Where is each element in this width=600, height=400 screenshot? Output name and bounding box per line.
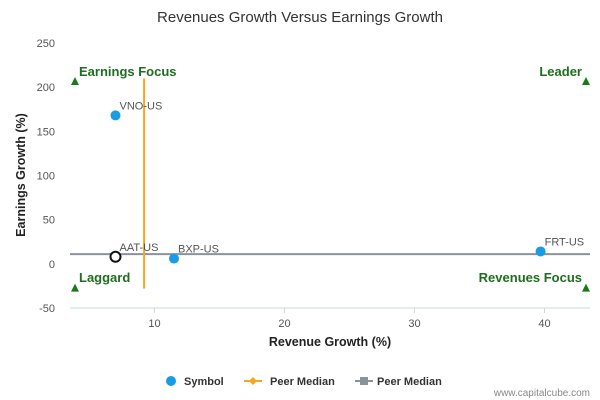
y-tick-label: 150	[37, 126, 55, 138]
y-tick-label: 0	[49, 259, 55, 271]
y-axis: -50 0 50 100 150 200 250	[37, 38, 55, 315]
x-tick-label: 20	[278, 318, 290, 330]
y-tick-label: 100	[37, 171, 55, 183]
data-label-bxp-us: BXP-US	[178, 244, 219, 256]
y-axis-title: Earnings Growth (%)	[14, 113, 28, 237]
quadrant-label-revenues-focus: Revenues Focus	[479, 270, 582, 285]
x-axis: 10 20 30 40	[148, 308, 551, 330]
legend-item-symbol[interactable]: Symbol	[166, 376, 224, 388]
data-point-frt-us	[535, 246, 546, 257]
x-axis-title: Revenue Growth (%)	[269, 335, 391, 349]
data-label-vno-us: VNO-US	[120, 100, 163, 112]
quadrant-top-left-triangle-icon	[71, 76, 79, 85]
chart-title: Revenues Growth Versus Earnings Growth	[157, 9, 443, 26]
legend: Symbol Peer Median Peer Median	[166, 376, 442, 388]
quadrant-label-laggard: Laggard	[79, 270, 130, 285]
quadrant-label-leader: Leader	[539, 64, 582, 79]
data-points: VNO-US AAT-US BXP-US FRT-US	[109, 100, 585, 264]
data-point-vno-us	[110, 110, 121, 121]
legend-circle-icon	[166, 376, 176, 386]
quadrant-markers: Earnings Focus Leader Laggard Revenues Focu…	[71, 64, 590, 292]
legend-item-peer-median-revenue[interactable]: Peer Median	[355, 376, 442, 388]
quadrant-bottom-left-triangle-icon	[71, 283, 79, 292]
legend-label-symbol: Symbol	[184, 376, 224, 388]
data-label-aat-us: AAT-US	[120, 242, 159, 254]
legend-diamond-icon	[249, 377, 257, 385]
y-tick-label: 50	[43, 215, 55, 227]
x-tick-label: 40	[538, 318, 550, 330]
y-tick-label: -50	[39, 303, 55, 315]
data-point-aat-us	[109, 250, 122, 263]
data-point-bxp-us	[169, 253, 179, 264]
data-label-frt-us: FRT-US	[545, 236, 585, 248]
x-tick-label: 30	[408, 318, 420, 330]
legend-label-peer-median-2: Peer Median	[377, 376, 442, 388]
quadrant-label-earnings-focus: Earnings Focus	[79, 64, 177, 79]
x-tick-label: 10	[148, 318, 160, 330]
credit-text: www.capitalcube.com	[493, 388, 590, 399]
legend-item-peer-median-earnings[interactable]: Peer Median	[244, 376, 335, 388]
legend-square-icon	[360, 377, 368, 385]
peer-median-lines	[70, 78, 590, 289]
quadrant-bottom-right-triangle-icon	[582, 283, 590, 292]
quadrant-top-right-triangle-icon	[582, 76, 590, 85]
y-tick-label: 250	[37, 38, 55, 50]
y-tick-label: 200	[37, 82, 55, 94]
legend-label-peer-median-1: Peer Median	[270, 376, 335, 388]
